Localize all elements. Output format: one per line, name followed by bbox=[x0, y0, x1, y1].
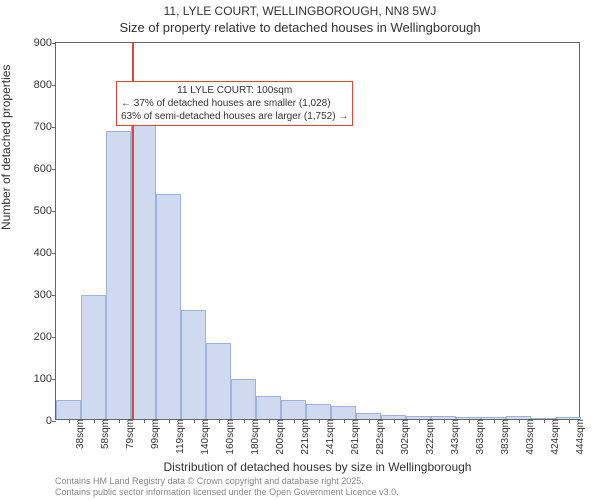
x-tick-mark bbox=[344, 419, 345, 423]
x-tick-label: 79sqm bbox=[123, 419, 136, 449]
x-tick-label: 180sqm bbox=[248, 419, 261, 455]
x-tick-mark bbox=[444, 419, 445, 423]
x-tick-mark bbox=[419, 419, 420, 423]
annotation-line: 11 LYLE COURT: 100sqm bbox=[121, 84, 348, 97]
x-tick-mark bbox=[544, 419, 545, 423]
x-tick-mark bbox=[519, 419, 520, 423]
x-tick-label: 119sqm bbox=[173, 419, 186, 454]
x-axis-label: Distribution of detached houses by size … bbox=[55, 460, 580, 474]
x-tick-mark bbox=[244, 419, 245, 423]
x-tick-label: 99sqm bbox=[148, 419, 161, 449]
footer-line1: Contains HM Land Registry data © Crown c… bbox=[55, 476, 399, 487]
y-tick-mark bbox=[52, 211, 56, 212]
y-axis-label: Number of detached properties bbox=[0, 65, 13, 230]
x-tick-mark bbox=[369, 419, 370, 423]
histogram-bar bbox=[56, 400, 81, 419]
histogram-bar bbox=[131, 123, 156, 419]
histogram-bar bbox=[106, 131, 131, 419]
histogram-bar bbox=[231, 379, 256, 419]
histogram-bar bbox=[306, 404, 331, 419]
x-tick-label: 38sqm bbox=[73, 419, 86, 449]
x-tick-label: 322sqm bbox=[423, 419, 436, 455]
y-tick-mark bbox=[52, 421, 56, 422]
annotation-line: 63% of semi-detached houses are larger (… bbox=[121, 110, 348, 123]
footer-attribution: Contains HM Land Registry data © Crown c… bbox=[55, 476, 399, 498]
y-tick-mark bbox=[52, 85, 56, 86]
x-tick-mark bbox=[69, 419, 70, 423]
y-tick-mark bbox=[52, 127, 56, 128]
x-tick-label: 444sqm bbox=[573, 419, 586, 455]
x-tick-label: 403sqm bbox=[523, 419, 536, 455]
x-tick-mark bbox=[319, 419, 320, 423]
histogram-bar bbox=[281, 400, 306, 419]
annotation-line: ← 37% of detached houses are smaller (1,… bbox=[121, 97, 348, 110]
x-tick-mark bbox=[219, 419, 220, 423]
x-tick-label: 261sqm bbox=[348, 419, 361, 455]
x-tick-mark bbox=[119, 419, 120, 423]
x-tick-mark bbox=[194, 419, 195, 423]
x-tick-mark bbox=[294, 419, 295, 423]
x-tick-mark bbox=[469, 419, 470, 423]
x-tick-label: 282sqm bbox=[373, 419, 386, 455]
chart-title-line2: Size of property relative to detached ho… bbox=[0, 20, 600, 35]
x-tick-label: 241sqm bbox=[323, 419, 336, 455]
footer-line2: Contains public sector information licen… bbox=[55, 487, 399, 498]
histogram-bar bbox=[156, 194, 181, 419]
y-tick-mark bbox=[52, 337, 56, 338]
histogram-bar bbox=[81, 295, 106, 419]
x-tick-mark bbox=[144, 419, 145, 423]
x-tick-label: 58sqm bbox=[98, 419, 111, 449]
x-tick-label: 383sqm bbox=[498, 419, 511, 455]
x-tick-label: 200sqm bbox=[273, 419, 286, 455]
histogram-bar bbox=[256, 396, 281, 419]
x-tick-label: 343sqm bbox=[448, 419, 461, 455]
x-tick-mark bbox=[494, 419, 495, 423]
y-tick-mark bbox=[52, 169, 56, 170]
x-tick-mark bbox=[394, 419, 395, 423]
histogram-bar bbox=[206, 343, 231, 419]
plot-area: 010020030040050060070080090038sqm58sqm79… bbox=[55, 42, 580, 420]
x-tick-label: 302sqm bbox=[398, 419, 411, 455]
y-tick-mark bbox=[52, 253, 56, 254]
x-tick-label: 363sqm bbox=[473, 419, 486, 455]
chart-title-line1: 11, LYLE COURT, WELLINGBOROUGH, NN8 5WJ bbox=[0, 4, 600, 18]
x-tick-mark bbox=[94, 419, 95, 423]
x-tick-label: 221sqm bbox=[298, 419, 311, 455]
x-tick-mark bbox=[169, 419, 170, 423]
y-tick-mark bbox=[52, 295, 56, 296]
x-tick-label: 424sqm bbox=[548, 419, 561, 455]
x-tick-mark bbox=[569, 419, 570, 423]
y-tick-mark bbox=[52, 43, 56, 44]
chart-container: 11, LYLE COURT, WELLINGBOROUGH, NN8 5WJ … bbox=[0, 0, 600, 500]
x-tick-label: 140sqm bbox=[198, 419, 211, 455]
y-tick-mark bbox=[52, 379, 56, 380]
x-tick-label: 160sqm bbox=[223, 419, 236, 455]
x-tick-mark bbox=[269, 419, 270, 423]
histogram-bar bbox=[331, 406, 356, 419]
annotation-box: 11 LYLE COURT: 100sqm← 37% of detached h… bbox=[116, 81, 353, 126]
histogram-bar bbox=[181, 310, 206, 419]
